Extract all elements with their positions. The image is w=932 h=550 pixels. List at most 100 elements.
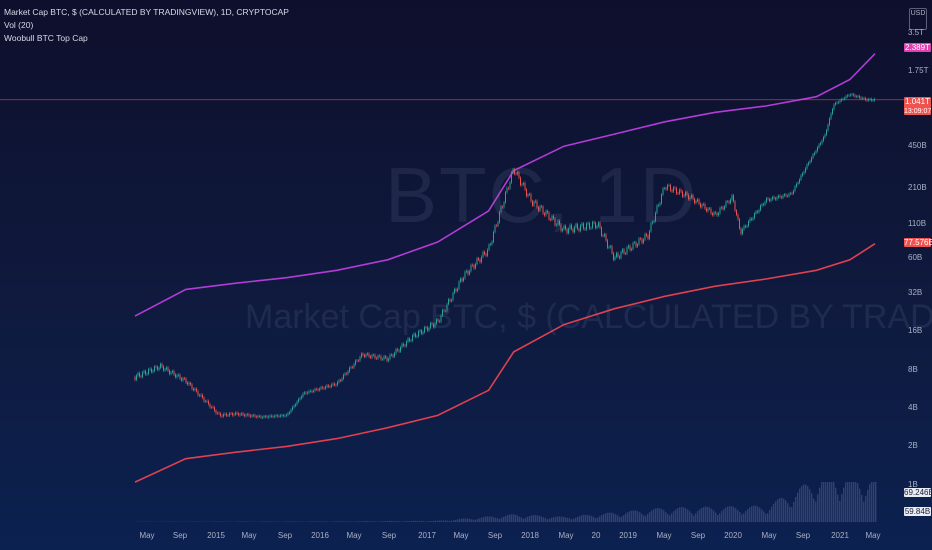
candle-body: [551, 215, 553, 220]
volume-bar: [873, 482, 875, 522]
candle-body: [748, 221, 749, 227]
candle-body: [155, 366, 157, 368]
candle-body: [685, 192, 686, 196]
candle-body: [724, 206, 725, 210]
candle-body: [145, 370, 146, 375]
x-tick-label: May: [761, 531, 777, 540]
candle-body: [439, 320, 440, 322]
candle-body: [199, 395, 200, 396]
volume-bar: [623, 515, 625, 522]
candle-body: [346, 373, 347, 375]
candle-body: [709, 208, 710, 210]
x-tick-label: May: [346, 531, 362, 540]
volume-bar: [371, 521, 373, 522]
volume-bar: [595, 518, 597, 522]
volume-bar: [635, 510, 637, 522]
candle-body: [560, 224, 562, 231]
candle-body: [320, 387, 322, 389]
candle-body: [470, 264, 472, 272]
candle-body: [664, 188, 665, 189]
volume-bar: [583, 514, 585, 522]
candle-body: [509, 182, 511, 189]
volume-bar: [479, 518, 481, 522]
volume-bar: [807, 486, 809, 522]
candle-body: [241, 413, 242, 415]
volume-bar: [641, 513, 643, 522]
candle-body: [488, 244, 490, 250]
volume-bar: [687, 509, 689, 522]
candle-body: [845, 96, 847, 99]
currency-label[interactable]: USD: [909, 8, 927, 30]
volume-bar: [861, 494, 863, 522]
volume-bar: [737, 509, 739, 522]
candle-body: [367, 353, 368, 355]
candle-body: [809, 161, 811, 163]
candle-body: [314, 389, 316, 391]
candle-body: [461, 278, 463, 281]
candle-body: [478, 258, 479, 260]
candle-body: [443, 310, 445, 311]
legend-indicator[interactable]: Woobull BTC Top Cap: [4, 33, 88, 43]
x-tick-label: 2019: [619, 531, 637, 540]
candle-body: [526, 189, 527, 197]
candle-body: [335, 384, 337, 386]
candle-body: [682, 191, 683, 197]
candle-body: [844, 98, 845, 100]
volume-bar: [707, 506, 709, 522]
candle-body: [352, 367, 353, 368]
candle-body: [586, 223, 587, 230]
volume-bar: [485, 516, 487, 522]
candle-body: [187, 382, 188, 385]
candle-body: [722, 207, 724, 210]
volume-bar: [409, 520, 411, 522]
volume-bar: [835, 487, 837, 522]
volume-bar: [593, 516, 595, 522]
candle-body: [728, 201, 730, 203]
candle-body: [598, 222, 599, 227]
volume-bar: [721, 511, 723, 522]
x-tick-label: 2020: [724, 531, 742, 540]
candle-body: [286, 414, 287, 416]
candle-body: [764, 202, 766, 205]
candle-body: [688, 194, 689, 200]
candle-body: [854, 95, 856, 97]
candle-body: [619, 256, 620, 259]
candle-body: [508, 188, 509, 189]
volume-bar: [795, 496, 797, 522]
candle-body: [595, 222, 596, 229]
candle-body: [784, 194, 785, 196]
candle-body: [545, 210, 547, 216]
volume-bar: [427, 521, 429, 522]
candle-body: [661, 194, 662, 204]
candle-body: [340, 380, 341, 381]
candle-body: [137, 373, 139, 376]
candle-body: [370, 356, 371, 358]
candle-body: [326, 385, 328, 387]
volume-bar: [443, 520, 445, 522]
volume-bar: [849, 482, 851, 522]
volume-bar: [611, 512, 613, 522]
volume-bar: [445, 520, 447, 522]
volume-bar: [591, 516, 593, 522]
volume-bar: [811, 493, 813, 522]
candle-body: [238, 413, 239, 416]
volume-bar: [581, 515, 583, 522]
candle-body: [376, 357, 377, 359]
legend-volume[interactable]: Vol (20): [4, 20, 34, 30]
volume-bar: [651, 510, 653, 522]
candle-body: [856, 96, 857, 98]
y-tick-label: 32B: [908, 287, 923, 297]
candle-body: [743, 226, 745, 230]
candle-body: [697, 199, 698, 202]
candle-body: [463, 278, 464, 281]
top-cap-line: [134, 53, 876, 317]
volume-bar: [711, 508, 713, 522]
candle-body: [229, 413, 230, 416]
candle-body: [394, 353, 395, 357]
volume-bar: [621, 516, 623, 522]
legend-symbol[interactable]: Market Cap BTC, $ (CALCULATED BY TRADING…: [4, 7, 289, 17]
volume-bar: [733, 506, 735, 522]
volume-bar: [471, 519, 473, 522]
volume-bar: [363, 521, 365, 522]
